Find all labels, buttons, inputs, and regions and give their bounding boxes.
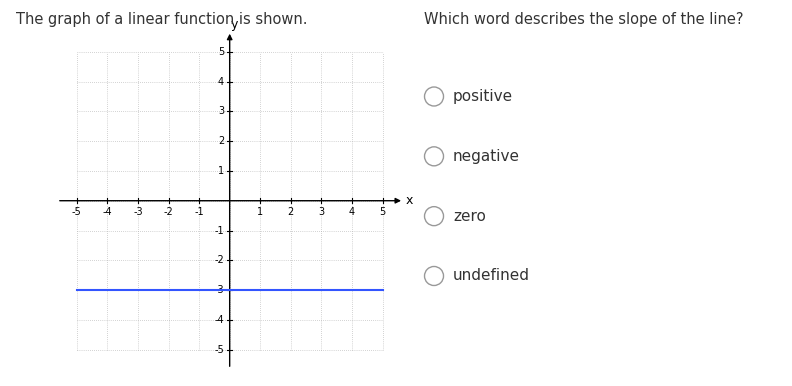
Text: 2: 2 [218, 136, 224, 146]
Text: 1: 1 [218, 166, 224, 176]
Text: 3: 3 [318, 207, 325, 217]
Text: -4: -4 [215, 315, 224, 325]
Text: 2: 2 [287, 207, 294, 217]
Text: x: x [406, 194, 413, 207]
Text: 4: 4 [349, 207, 355, 217]
Text: 5: 5 [218, 47, 224, 57]
Text: -1: -1 [215, 225, 224, 235]
Text: 3: 3 [218, 106, 224, 116]
Text: 1: 1 [257, 207, 263, 217]
Text: -2: -2 [215, 255, 224, 265]
Text: -5: -5 [215, 345, 224, 355]
Text: -4: -4 [103, 207, 112, 217]
Text: zero: zero [453, 209, 486, 223]
Text: -5: -5 [72, 207, 82, 217]
Text: -2: -2 [164, 207, 173, 217]
Text: positive: positive [453, 89, 513, 104]
Text: -3: -3 [133, 207, 143, 217]
Text: The graph of a linear function is shown.: The graph of a linear function is shown. [16, 12, 307, 27]
Text: 4: 4 [218, 76, 224, 86]
Text: y: y [230, 18, 238, 31]
Text: Which word describes the slope of the line?: Which word describes the slope of the li… [424, 12, 743, 27]
Text: -1: -1 [194, 207, 204, 217]
Text: 5: 5 [379, 207, 386, 217]
Text: negative: negative [453, 149, 520, 164]
Text: undefined: undefined [453, 269, 530, 283]
Text: -3: -3 [215, 285, 224, 295]
